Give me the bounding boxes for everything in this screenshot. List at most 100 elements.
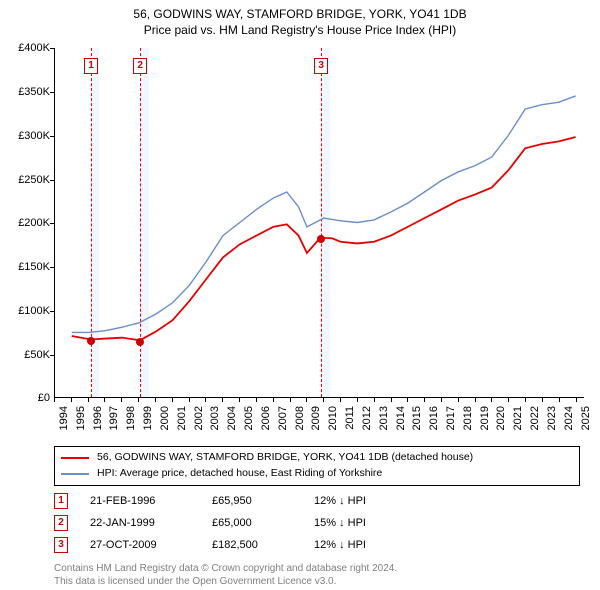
- event-row: 222-JAN-1999£65,00015% ↓ HPI: [54, 512, 580, 534]
- y-axis-tick-mark: [50, 180, 54, 181]
- x-axis-tick-label: 2005: [243, 406, 255, 430]
- x-axis-tick-label: 2016: [428, 406, 440, 430]
- chart-title: 56, GODWINS WAY, STAMFORD BRIDGE, YORK, …: [10, 6, 590, 38]
- event-table: 1 21-FEB-1996 £65,950 12% ↓ HPI 2 22-JAN-1999…: [54, 490, 580, 556]
- event-date: 21-FEB-1996: [90, 495, 190, 507]
- x-axis-tick-mark: [155, 398, 156, 402]
- y-axis-tick-mark: [50, 48, 54, 49]
- event-marker-number: 1: [54, 493, 68, 509]
- plot-region: 123: [54, 48, 584, 398]
- x-axis-tick-label: 2021: [512, 406, 524, 430]
- event-marker-number: 2: [54, 515, 68, 531]
- x-axis-tick-label: 2023: [546, 406, 558, 430]
- title-line-1: 56, GODWINS WAY, STAMFORD BRIDGE, YORK, …: [10, 6, 590, 22]
- x-axis-tick-label: 2017: [445, 406, 457, 430]
- x-axis-tick-label: 2006: [260, 406, 272, 430]
- x-axis-tick-mark: [559, 398, 560, 402]
- chart-container: 56, GODWINS WAY, STAMFORD BRIDGE, YORK, …: [0, 0, 600, 590]
- x-axis-tick-mark: [205, 398, 206, 402]
- x-axis-tick-mark: [391, 398, 392, 402]
- x-axis-tick-label: 1996: [92, 406, 104, 430]
- x-axis-tick-label: 2010: [327, 406, 339, 430]
- event-price: £182,500: [212, 539, 292, 551]
- y-axis-tick-label: £400K: [10, 42, 50, 54]
- event-price: £65,950: [212, 495, 292, 507]
- x-axis-tick-label: 2020: [495, 406, 507, 430]
- footer-line-2: This data is licensed under the Open Gov…: [54, 575, 580, 589]
- x-axis-tick-mark: [104, 398, 105, 402]
- y-axis-tick-label: £250K: [10, 174, 50, 186]
- x-axis-tick-label: 2007: [277, 406, 289, 430]
- legend-swatch: [61, 473, 89, 475]
- event-hpi-note: 12% ↓ HPI: [314, 495, 366, 507]
- y-axis-tick-label: £50K: [10, 349, 50, 361]
- x-axis-tick-mark: [138, 398, 139, 402]
- y-axis-tick-label: £200K: [10, 217, 50, 229]
- x-axis-tick-label: 2019: [479, 406, 491, 430]
- x-axis-tick-label: 1999: [142, 406, 154, 430]
- x-axis-tick-mark: [525, 398, 526, 402]
- x-axis-tick-mark: [424, 398, 425, 402]
- title-line-2: Price paid vs. HM Land Registry's House …: [10, 22, 590, 38]
- x-axis-tick-mark: [222, 398, 223, 402]
- x-axis-tick-mark: [357, 398, 358, 402]
- chart-area: 123 £0£50K£100K£150K£200K£250K£300K£350K…: [10, 42, 590, 442]
- legend-box: 56, GODWINS WAY, STAMFORD BRIDGE, YORK, …: [54, 446, 580, 486]
- legend-label: 56, GODWINS WAY, STAMFORD BRIDGE, YORK, …: [97, 450, 473, 466]
- x-axis-tick-mark: [576, 398, 577, 402]
- x-axis-tick-mark: [441, 398, 442, 402]
- x-axis-tick-mark: [256, 398, 257, 402]
- x-axis-tick-label: 2011: [344, 406, 356, 430]
- y-axis-tick-mark: [50, 355, 54, 356]
- x-axis-tick-label: 1994: [58, 406, 70, 430]
- x-axis-tick-mark: [374, 398, 375, 402]
- data-attribution: Contains HM Land Registry data © Crown c…: [54, 562, 580, 589]
- x-axis-tick-label: 2004: [226, 406, 238, 430]
- x-axis-tick-mark: [54, 398, 55, 402]
- x-axis-tick-mark: [475, 398, 476, 402]
- x-axis-tick-mark: [491, 398, 492, 402]
- event-row: 327-OCT-2009£182,50012% ↓ HPI: [54, 534, 580, 556]
- x-axis-tick-mark: [407, 398, 408, 402]
- y-axis-tick-mark: [50, 92, 54, 93]
- series-hpi_blue: [72, 96, 576, 333]
- legend-item: HPI: Average price, detached house, East…: [61, 466, 573, 482]
- y-axis-tick-mark: [50, 311, 54, 312]
- legend-item: 56, GODWINS WAY, STAMFORD BRIDGE, YORK, …: [61, 450, 573, 466]
- x-axis-tick-label: 1998: [125, 406, 137, 430]
- x-axis-tick-mark: [239, 398, 240, 402]
- x-axis-tick-label: 2022: [529, 406, 541, 430]
- x-axis-tick-label: 2008: [294, 406, 306, 430]
- x-axis-tick-mark: [273, 398, 274, 402]
- y-axis-tick-mark: [50, 267, 54, 268]
- x-axis-tick-label: 2009: [310, 406, 322, 430]
- event-date: 22-JAN-1999: [90, 517, 190, 529]
- y-axis-tick-label: £150K: [10, 261, 50, 273]
- x-axis-tick-mark: [189, 398, 190, 402]
- footer-line-1: Contains HM Land Registry data © Crown c…: [54, 562, 580, 576]
- x-axis-tick-label: 2002: [193, 406, 205, 430]
- y-axis-tick-mark: [50, 136, 54, 137]
- x-axis-tick-label: 2012: [361, 406, 373, 430]
- x-axis-tick-mark: [172, 398, 173, 402]
- x-axis-tick-label: 1995: [75, 406, 87, 430]
- x-axis-tick-label: 2018: [462, 406, 474, 430]
- x-axis-tick-mark: [71, 398, 72, 402]
- price-point-dot: [87, 337, 95, 345]
- x-axis-tick-mark: [306, 398, 307, 402]
- y-axis-tick-label: £100K: [10, 305, 50, 317]
- event-date: 27-OCT-2009: [90, 539, 190, 551]
- x-axis-tick-label: 2001: [176, 406, 188, 430]
- x-axis-tick-label: 2025: [580, 406, 592, 430]
- x-axis-tick-mark: [121, 398, 122, 402]
- x-axis-tick-mark: [340, 398, 341, 402]
- x-axis-tick-mark: [88, 398, 89, 402]
- x-axis-tick-mark: [542, 398, 543, 402]
- x-axis-tick-label: 2013: [378, 406, 390, 430]
- price-point-dot: [317, 235, 325, 243]
- y-axis-tick-label: £350K: [10, 86, 50, 98]
- y-axis-tick-label: £300K: [10, 130, 50, 142]
- x-axis-tick-label: 1997: [108, 406, 120, 430]
- x-axis-tick-mark: [323, 398, 324, 402]
- legend-swatch: [61, 457, 89, 459]
